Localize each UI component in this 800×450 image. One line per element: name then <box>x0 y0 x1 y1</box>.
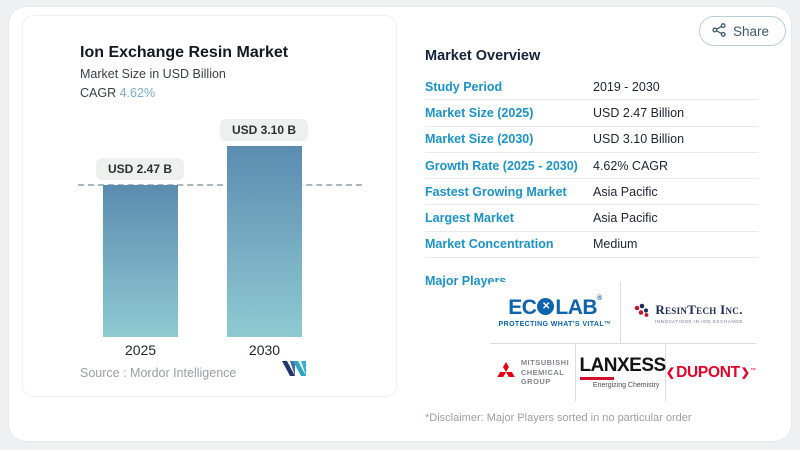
source-value: Mordor Intelligence <box>130 366 237 380</box>
row-value: USD 2.47 Billion <box>593 105 685 120</box>
lanxess-red-bar <box>580 376 615 381</box>
x-axis-label-2030: 2030 <box>248 342 281 358</box>
row-value: 2019 - 2030 <box>593 79 660 94</box>
ecolab-reg-mark: ® <box>597 295 602 302</box>
share-icon <box>712 22 726 40</box>
row-value: Asia Pacific <box>593 211 658 226</box>
resintech-tagline: INNOVATIONS IN ION EXCHANGE <box>654 318 744 324</box>
source-label: Source : <box>80 366 127 380</box>
lanxess-tagline: Energizing Chemistry <box>592 382 660 390</box>
major-players-logo-grid: EC ✕ LAB ® PROTECTING WHAT'S VITAL™ <box>490 282 756 401</box>
share-button-label: Share <box>733 23 770 39</box>
row-label: Study Period <box>425 79 503 94</box>
row-label: Growth Rate (2025 - 2030) <box>425 158 578 173</box>
lanxess-logo: LANXESS Energizing Chemistry <box>575 344 666 401</box>
chart-panel <box>22 15 397 397</box>
mitsubishi-text-line: MITSUBISHI <box>520 357 570 367</box>
bar-label-2030: USD 3.10 B <box>219 119 309 141</box>
bar-2030 <box>227 146 302 337</box>
chart-cagr-line: CAGR 4.62% <box>80 86 155 100</box>
dupont-logo: ❮ DUPONT ❯ ™ <box>665 344 756 401</box>
ecolab-logo: EC ✕ LAB ® PROTECTING WHAT'S VITAL™ <box>490 282 621 343</box>
table-row-fastest-growing-market: Fastest Growing Market Asia Pacific <box>425 179 758 206</box>
share-button[interactable]: Share <box>699 16 787 46</box>
resintech-dots-icon <box>634 302 651 324</box>
table-row-market-size-2030: Market Size (2030) USD 3.10 Billion <box>425 127 758 153</box>
cagr-label: CAGR <box>80 86 117 100</box>
ecolab-text-left: EC <box>508 296 537 319</box>
ecolab-tagline: PROTECTING WHAT'S VITAL™ <box>498 321 612 328</box>
row-label: Market Size (2030) <box>425 132 534 147</box>
row-label: Fastest Growing Market <box>425 184 567 199</box>
mitsubishi-text-line: GROUP <box>520 377 551 387</box>
lanxess-name: LANXESS <box>579 354 666 376</box>
row-label: Largest Market <box>425 211 514 226</box>
reference-dashed-line <box>78 184 362 186</box>
chart-title: Ion Exchange Resin Market <box>80 44 289 61</box>
row-value: 4.62% CAGR <box>593 158 669 173</box>
row-value: Asia Pacific <box>593 184 658 199</box>
x-axis-label-2025: 2025 <box>124 342 157 358</box>
table-row-market-size-2025: Market Size (2025) USD 2.47 Billion <box>425 100 758 127</box>
resintech-name: ResinTech Inc. <box>655 301 743 317</box>
mitsubishi-text-line: CHEMICAL <box>520 367 565 377</box>
table-row-market-concentration: Market Concentration Medium <box>425 232 758 259</box>
dupont-tm-mark: ™ <box>750 367 756 374</box>
cagr-value: 4.62% <box>119 86 156 100</box>
ecolab-text-right: LAB <box>555 296 598 319</box>
major-players-label: Major Players <box>425 274 507 288</box>
bar-2025 <box>103 185 178 337</box>
row-value: USD 3.10 Billion <box>593 132 685 147</box>
table-row-study-period: Study Period 2019 - 2030 <box>425 74 758 101</box>
table-row-growth-rate: Growth Rate (2025 - 2030) 4.62% CAGR <box>425 153 758 180</box>
resintech-logo: ResinTech Inc. INNOVATIONS IN ION EXCHAN… <box>621 282 756 343</box>
chart-subtitle: Market Size in USD Billion <box>80 67 226 81</box>
ecolab-o-icon: ✕ <box>537 298 555 315</box>
source-attribution: Source : Mordor Intelligence <box>80 366 236 380</box>
dupont-bracket-left: ❮ <box>665 367 676 379</box>
mordor-intelligence-logo-icon <box>282 360 306 382</box>
row-value: Medium <box>593 237 638 252</box>
disclaimer-text: *Disclaimer: Major Players sorted in no … <box>425 412 692 424</box>
bar-label-2025: USD 2.47 B <box>95 158 185 180</box>
dupont-bracket-right: ❯ <box>740 367 750 379</box>
overview-table: Study Period 2019 - 2030 Market Size (20… <box>425 74 758 259</box>
row-label: Market Concentration <box>425 237 554 252</box>
mitsubishi-chemical-group-logo: MITSUBISHI CHEMICAL GROUP <box>490 344 576 401</box>
table-row-largest-market: Largest Market Asia Pacific <box>425 205 758 232</box>
dupont-name: DUPONT <box>676 363 740 381</box>
mitsubishi-diamonds-icon <box>496 361 516 384</box>
row-label: Market Size (2025) <box>425 105 534 120</box>
overview-title: Market Overview <box>425 48 541 64</box>
